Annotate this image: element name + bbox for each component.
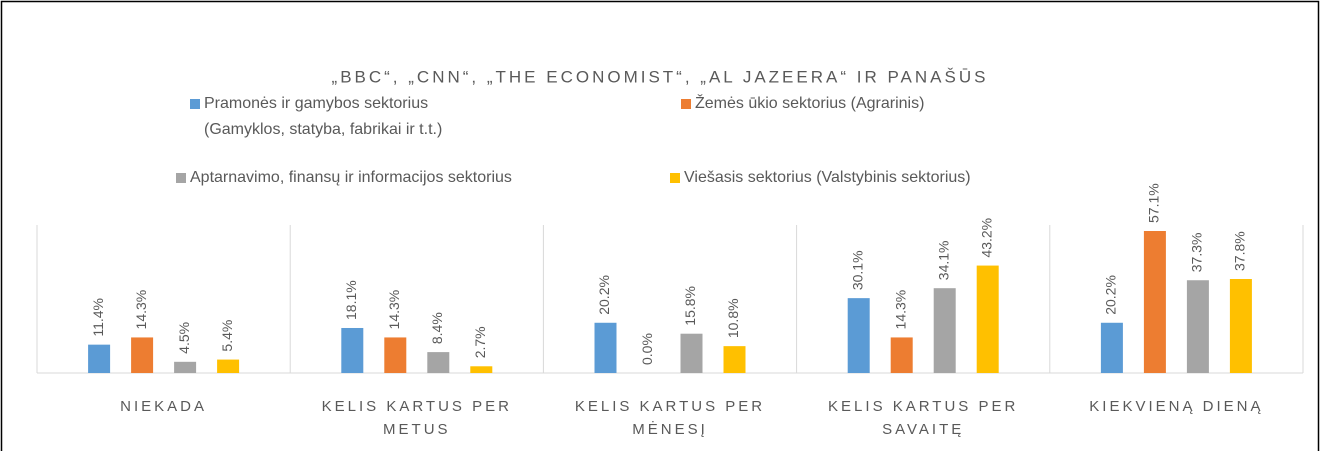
bar (847, 298, 870, 373)
bar (890, 337, 913, 373)
legend-label: Viešasis sektorius (Valstybinis sektoriu… (684, 169, 971, 186)
legend-label: Pramonės ir gamybos sektorius (Gamyklos, … (204, 95, 442, 138)
bar (594, 322, 617, 373)
data-label: 20.2% (596, 275, 612, 315)
data-label: 0.0% (639, 333, 655, 365)
bar (88, 344, 111, 373)
data-label: 2.7% (472, 326, 488, 358)
data-label: 8.4% (429, 312, 445, 344)
x-tick-label: NIEKADA (120, 398, 207, 415)
data-label: 37.8% (1232, 231, 1248, 271)
bar (976, 265, 999, 373)
data-label: 5.4% (219, 320, 235, 352)
bar (427, 352, 450, 373)
bar (1229, 278, 1252, 373)
data-label: 14.3% (892, 290, 908, 330)
legend-swatch (681, 99, 691, 109)
data-label: 4.5% (176, 322, 192, 354)
legend-label: Žemės ūkio sektorius (Agrarinis) (695, 93, 924, 112)
bar (341, 327, 364, 373)
bar (174, 361, 197, 373)
bar (933, 288, 956, 373)
bar (680, 333, 703, 373)
data-label: 14.3% (133, 290, 149, 330)
data-label: 37.3% (1189, 233, 1205, 273)
data-label: 11.4% (90, 298, 106, 337)
data-label: 57.1% (1146, 183, 1162, 223)
data-label: 10.8% (725, 298, 741, 338)
data-label: 20.2% (1103, 275, 1119, 315)
bar (131, 337, 154, 373)
x-tick-label: KIEKVIENĄ DIENĄ (1089, 398, 1263, 415)
legend-swatch (190, 99, 200, 109)
x-tick-label: KELIS KARTUS PER SAVAITĘ (828, 398, 1018, 438)
legend-swatch (176, 173, 186, 183)
data-label: 14.3% (386, 290, 402, 330)
data-label: 43.2% (978, 218, 994, 258)
chart-title: „BBC“, „CNN“, „THE ECONOMIST“, „AL JAZEE… (332, 67, 989, 86)
x-tick-label: KELIS KARTUS PER MĖNESĮ (575, 398, 765, 438)
bar (217, 359, 240, 373)
bar (384, 337, 407, 373)
data-label: 15.8% (682, 286, 698, 326)
bar (1100, 322, 1123, 373)
bar (723, 346, 746, 373)
bar (1186, 280, 1209, 373)
legend-label: Aptarnavimo, finansų ir informacijos sek… (190, 169, 512, 186)
data-label: 34.1% (935, 240, 951, 280)
x-tick-label: KELIS KARTUS PER METUS (322, 398, 512, 438)
bar (470, 366, 493, 373)
data-label: 30.1% (849, 250, 865, 290)
data-label: 18.1% (343, 280, 359, 320)
bar (1143, 231, 1166, 373)
legend-swatch (670, 173, 680, 183)
